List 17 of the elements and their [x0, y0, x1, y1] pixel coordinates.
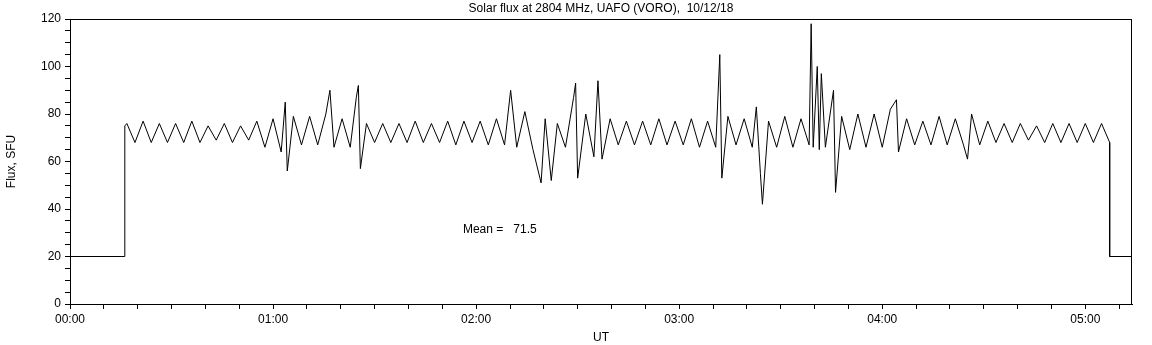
y-tick-label: 0 — [54, 296, 62, 311]
y-tick-label: 80 — [47, 106, 62, 121]
y-tick-label: 120 — [40, 11, 62, 26]
y-tick-label: 20 — [47, 248, 62, 263]
x-tick-label: 01:00 — [258, 311, 289, 326]
annotation: Mean = 71.5 — [462, 222, 537, 237]
y-axis-title: Flux, SFU — [3, 134, 18, 189]
chart-title: Solar flux at 2804 MHz, UAFO (VORO), 10/12/18 — [468, 1, 734, 16]
x-tick-label: 03:00 — [664, 311, 695, 326]
x-axis-title: UT — [593, 330, 610, 345]
y-tick-label: 60 — [47, 153, 62, 168]
x-tick-label: 02:00 — [461, 311, 492, 326]
x-tick-label: 00:00 — [54, 311, 86, 326]
x-tick-label: 05:00 — [1070, 311, 1101, 326]
y-tick-label: 100 — [40, 58, 62, 73]
y-tick-label: 40 — [47, 201, 62, 216]
x-tick-label: 04:00 — [867, 311, 898, 326]
